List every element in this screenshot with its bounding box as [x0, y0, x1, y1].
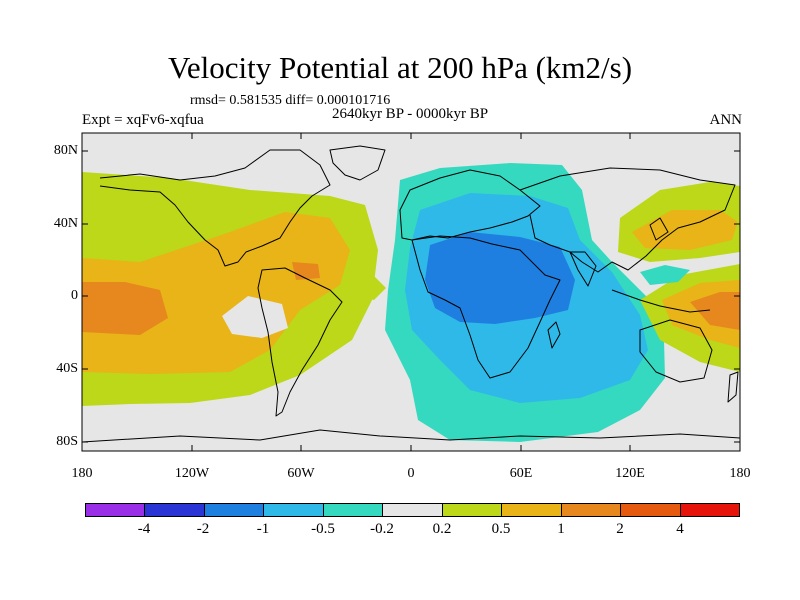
coast-indonesia — [611, 289, 711, 313]
coast-japan — [649, 217, 669, 241]
colorbar-label: 2 — [616, 521, 624, 537]
chart-title: Velocity Potential at 200 hPa (km2/s) — [167, 50, 633, 85]
experiment-label: Expt = xqFv6-xqfua — [82, 112, 204, 128]
stats-label: rmsd= 0.581535 diff= 0.000101716 — [190, 93, 391, 108]
period-label: 2640kyr BP - 0000kyr BP — [331, 106, 489, 122]
lat-label-40s: 40S — [56, 361, 78, 376]
contour-gap-pacific — [222, 296, 288, 338]
coast-madagascar — [547, 321, 561, 349]
colorbar-label: -0.5 — [311, 521, 335, 537]
colorbar-label: -1 — [256, 521, 270, 537]
colorbar-label: -0.2 — [370, 521, 394, 537]
contour-pos1-caribbean — [292, 262, 320, 280]
lat-label-80n: 80N — [53, 143, 78, 158]
contour-pos1-w-pacific — [690, 292, 740, 330]
lon-label-180e: 180 — [729, 466, 751, 481]
contour-pos05-pacific — [82, 212, 350, 374]
coast-north-america — [99, 149, 331, 267]
tick-marks — [82, 133, 740, 451]
coast-africa — [411, 235, 561, 379]
colorbar-label: 1 — [557, 521, 565, 537]
contour-pos1-pacific — [82, 282, 168, 335]
coast-india — [569, 251, 597, 287]
lon-label-60e: 60E — [509, 466, 533, 481]
colorbar-box — [383, 504, 443, 516]
coast-australia — [639, 319, 713, 383]
season-label: ANN — [709, 112, 743, 128]
colorbar-label: -4 — [137, 521, 151, 537]
colorbar-box — [621, 504, 681, 516]
colorbar-box — [502, 504, 562, 516]
colorbar-box — [442, 504, 503, 516]
coast-new-zealand — [727, 371, 739, 403]
colorbar-box — [561, 504, 622, 516]
coast-south-america — [257, 267, 343, 417]
colorbar-box — [86, 504, 146, 516]
lat-label-0: 0 — [71, 288, 78, 303]
coastlines — [82, 145, 740, 443]
contour-neg02-w-pacific — [640, 265, 690, 285]
lon-label-180w: 180 — [71, 466, 93, 481]
colorbar — [85, 503, 740, 517]
contour-pos02-atlantic-blob — [356, 276, 386, 300]
lon-label-120e: 120E — [615, 466, 645, 481]
colorbar-box — [680, 504, 739, 516]
coast-greenland — [329, 145, 386, 181]
lat-label-80s: 80S — [56, 434, 78, 449]
contour-neg1-africa — [425, 232, 575, 324]
colorbar-label: 0.5 — [491, 521, 511, 537]
lat-label-40n: 40N — [53, 216, 78, 231]
colorbar-label: 0.2 — [432, 521, 452, 537]
contour-pos05-nw-pacific — [632, 210, 738, 250]
colorbar-box — [145, 504, 205, 516]
colorbar-box — [323, 504, 384, 516]
colorbar-label: 4 — [676, 521, 684, 537]
colorbar-label: -2 — [196, 521, 210, 537]
coast-europe — [399, 169, 541, 241]
lon-label-60w: 60W — [287, 466, 315, 481]
lon-label-0: 0 — [407, 466, 415, 481]
coast-antarctica — [82, 429, 740, 443]
colorbar-box — [264, 504, 324, 516]
colorbar-box — [204, 504, 265, 516]
lon-label-120w: 120W — [174, 466, 210, 481]
